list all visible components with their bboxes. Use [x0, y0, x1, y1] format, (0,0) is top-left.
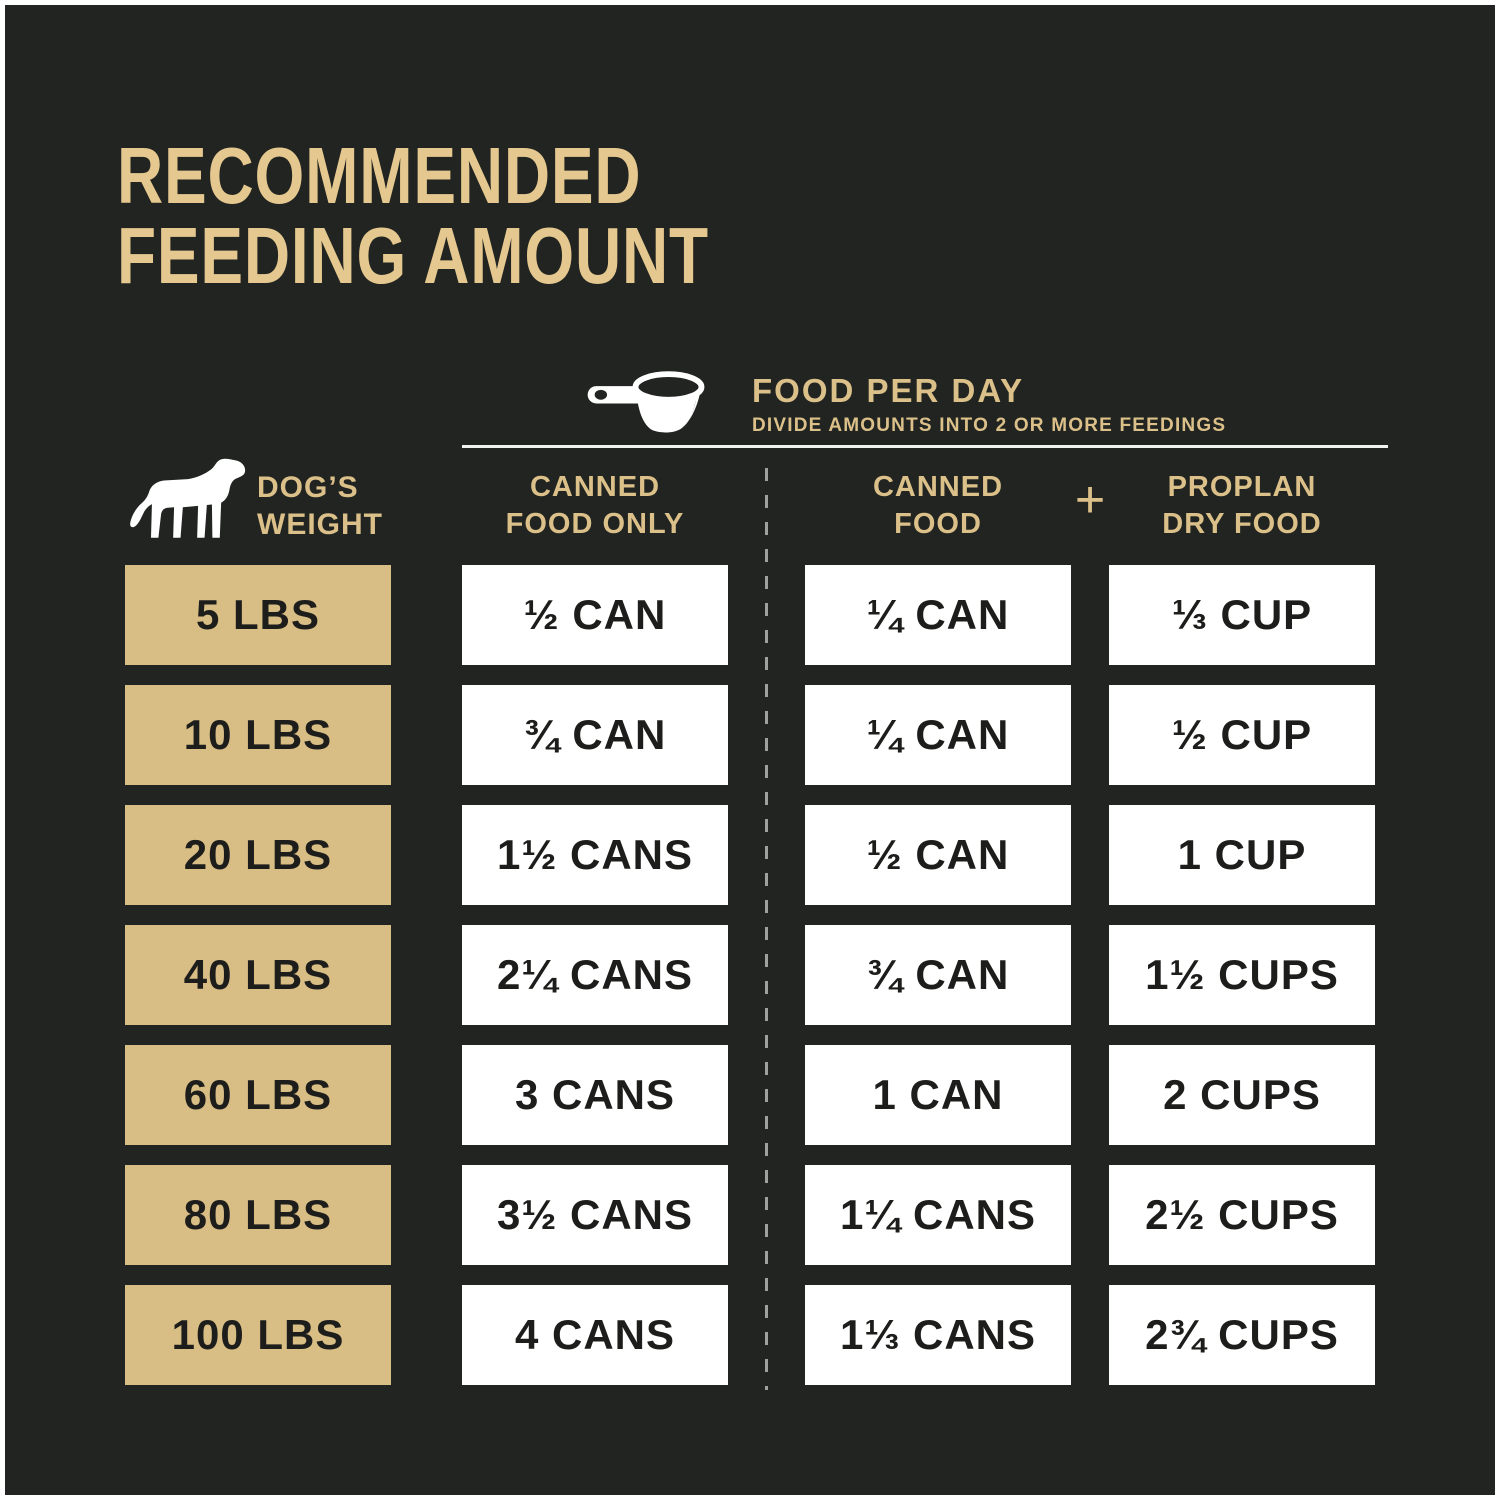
- canned-only-cell: ½ CAN: [462, 565, 728, 665]
- dry-food-cell: 1 CUP: [1109, 805, 1375, 905]
- weight-cell: 60 LBS: [125, 1045, 391, 1145]
- dog-silhouette-icon: [130, 458, 246, 538]
- dry-food-cell: ½ CUP: [1109, 685, 1375, 785]
- header-divider-line: [462, 445, 1388, 448]
- canned-food-cell: ½ CAN: [805, 805, 1071, 905]
- canned-only-cell: ¾ CAN: [462, 685, 728, 785]
- canned-only-cell: 3½ CANS: [462, 1165, 728, 1265]
- canned-food-cell: 1⅓ CANS: [805, 1285, 1071, 1385]
- page-title-line1: RECOMMENDED: [117, 131, 642, 220]
- column-header-canned-food: CANNED FOOD: [872, 471, 1004, 540]
- dry-food-cell: 2¾ CUPS: [1109, 1285, 1375, 1385]
- weight-cell: 100 LBS: [125, 1285, 391, 1385]
- page-title: RECOMMENDED FEEDING AMOUNT: [117, 136, 709, 296]
- food-per-day-header: FOOD PER DAY DIVIDE AMOUNTS INTO 2 OR MO…: [752, 372, 1226, 439]
- canned-only-cell: 1½ CANS: [462, 805, 728, 905]
- dry-food-cell: ⅓ CUP: [1109, 565, 1375, 665]
- canned-food-cell: ¼ CAN: [805, 565, 1071, 665]
- weight-cell: 40 LBS: [125, 925, 391, 1025]
- dry-food-cell: 1½ CUPS: [1109, 925, 1375, 1025]
- canned-food-cell: ¾ CAN: [805, 925, 1071, 1025]
- canned-food-cell: ¼ CAN: [805, 685, 1071, 785]
- plus-sign: +: [1074, 471, 1106, 529]
- weight-cell: 5 LBS: [125, 565, 391, 665]
- measuring-cup-icon: [587, 371, 705, 433]
- weight-cell: 80 LBS: [125, 1165, 391, 1265]
- canned-food-cell: 1¼ CANS: [805, 1165, 1071, 1265]
- dry-food-cell: 2½ CUPS: [1109, 1165, 1375, 1265]
- column-header-proplan-dry-food: PROPLAN DRY FOOD: [1162, 471, 1322, 540]
- weight-cell: 10 LBS: [125, 685, 391, 785]
- table-row: 20 LBS 1½ CANS ½ CAN 1 CUP: [0, 805, 1500, 905]
- canned-only-cell: 3 CANS: [462, 1045, 728, 1145]
- dashed-column-divider: [765, 468, 768, 1390]
- food-per-day-subheading: DIVIDE AMOUNTS INTO 2 OR MORE FEEDINGS: [752, 415, 1227, 436]
- weight-cell: 20 LBS: [125, 805, 391, 905]
- table-row: 10 LBS ¾ CAN ¼ CAN ½ CUP: [0, 685, 1500, 785]
- column-header-canned-food-only: CANNED FOOD ONLY: [505, 471, 685, 540]
- canned-only-cell: 2¼ CANS: [462, 925, 728, 1025]
- page-title-line2: FEEDING AMOUNT: [117, 211, 709, 300]
- dry-food-cell: 2 CUPS: [1109, 1045, 1375, 1145]
- column-header-dogs-weight: DOG’S WEIGHT: [257, 471, 383, 541]
- canned-food-cell: 1 CAN: [805, 1045, 1071, 1145]
- table-row: 100 LBS 4 CANS 1⅓ CANS 2¾ CUPS: [0, 1285, 1500, 1385]
- canned-only-cell: 4 CANS: [462, 1285, 728, 1385]
- table-row: 5 LBS ½ CAN ¼ CAN ⅓ CUP: [0, 565, 1500, 665]
- table-row: 60 LBS 3 CANS 1 CAN 2 CUPS: [0, 1045, 1500, 1145]
- food-per-day-heading: FOOD PER DAY: [752, 372, 1025, 409]
- table-row: 40 LBS 2¼ CANS ¾ CAN 1½ CUPS: [0, 925, 1500, 1025]
- table-row: 80 LBS 3½ CANS 1¼ CANS 2½ CUPS: [0, 1165, 1500, 1265]
